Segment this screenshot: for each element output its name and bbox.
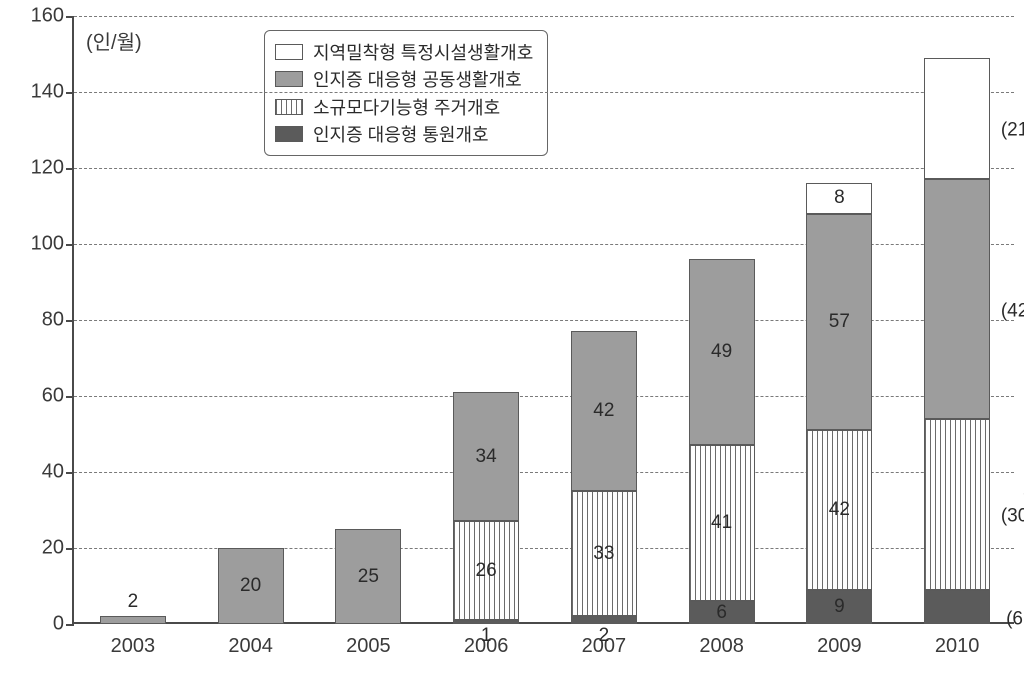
x-axis-label: 2004 (228, 635, 273, 658)
legend-item: 인지증 대응형 공동생활개호 (275, 66, 533, 92)
legend-swatch (275, 99, 303, 115)
x-axis-label: 2005 (346, 635, 391, 658)
bar-segment (100, 616, 166, 624)
plot-area: (인/월) 지역밀착형 특정시설생활개호인지증 대응형 공동생활개호소규모다기능… (72, 16, 1014, 624)
legend-label: 소규모다기능형 주거개호 (313, 94, 500, 120)
y-axis-label: 20 (26, 537, 64, 560)
y-tick (66, 624, 74, 626)
bar-value-label: 6 (716, 601, 727, 625)
bar-value-label: 2 (128, 591, 139, 615)
bar-segment (924, 58, 990, 180)
legend-item: 소규모다기능형 주거개호 (275, 94, 533, 120)
bar-segment (571, 616, 637, 624)
bar-segment (924, 179, 990, 418)
y-axis-unit: (인/월) (86, 26, 142, 55)
gridline (74, 16, 1014, 17)
bar-value-label: 32(21.5%) (1001, 95, 1024, 143)
bar-value-label: 41 (711, 511, 732, 535)
y-axis-label: 0 (26, 613, 64, 636)
bar-value-label: 2 (599, 624, 610, 648)
y-axis-label: 100 (26, 233, 64, 256)
y-axis-label: 80 (26, 309, 64, 332)
y-tick (66, 92, 74, 94)
legend-item: 지역밀착형 특정시설생활개호 (275, 39, 533, 65)
bar-value-label: 57 (829, 310, 850, 334)
bar-value-label: 8 (834, 187, 845, 211)
y-axis-label: 160 (26, 5, 64, 28)
y-tick (66, 320, 74, 322)
legend-label: 인지증 대응형 통원개호 (313, 121, 489, 147)
y-tick (66, 548, 74, 550)
gridline (74, 548, 1014, 549)
gridline (74, 244, 1014, 245)
y-axis-label: 40 (26, 461, 64, 484)
bar-value-label: 26 (476, 559, 497, 583)
stacked-bar-chart: (인/월) 지역밀착형 특정시설생활개호인지증 대응형 공동생활개호소규모다기능… (0, 0, 1024, 676)
bar-segment (924, 590, 990, 624)
y-tick (66, 396, 74, 398)
y-axis-label: 60 (26, 385, 64, 408)
bar-value-label: 34 (476, 445, 497, 469)
bar-value-label: 25 (358, 565, 379, 589)
gridline (74, 320, 1014, 321)
gridline (74, 168, 1014, 169)
y-tick (66, 16, 74, 18)
gridline (74, 472, 1014, 473)
bar-value-label: 9(6.3%) (1006, 583, 1024, 631)
bar-segment (924, 419, 990, 590)
bar-value-label: 1 (481, 624, 492, 648)
legend-swatch (275, 71, 303, 87)
bar-value-label: 49 (711, 340, 732, 364)
bar-value-label: 42 (829, 498, 850, 522)
bar-value-label: 33 (593, 542, 614, 566)
legend-item: 인지증 대응형 통원개호 (275, 121, 533, 147)
bar-value-label: 63(42.0%) (1001, 275, 1024, 323)
y-tick (66, 472, 74, 474)
legend-swatch (275, 44, 303, 60)
x-axis-label: 2008 (699, 635, 744, 658)
gridline (74, 92, 1014, 93)
y-tick (66, 168, 74, 170)
y-tick (66, 244, 74, 246)
bar-value-label: 42 (593, 399, 614, 423)
x-axis-label: 2010 (935, 635, 980, 658)
gridline (74, 396, 1014, 397)
bar-value-label: 45(30.2%) (1001, 481, 1024, 529)
bar-value-label: 20 (240, 574, 261, 598)
y-axis-label: 140 (26, 81, 64, 104)
y-axis-label: 120 (26, 157, 64, 180)
x-axis-label: 2009 (817, 635, 862, 658)
bar-value-label: 9 (834, 595, 845, 619)
legend-swatch (275, 126, 303, 142)
x-axis-label: 2003 (111, 635, 156, 658)
legend-label: 인지증 대응형 공동생활개호 (313, 66, 522, 92)
legend-label: 지역밀착형 특정시설생활개호 (313, 39, 533, 65)
